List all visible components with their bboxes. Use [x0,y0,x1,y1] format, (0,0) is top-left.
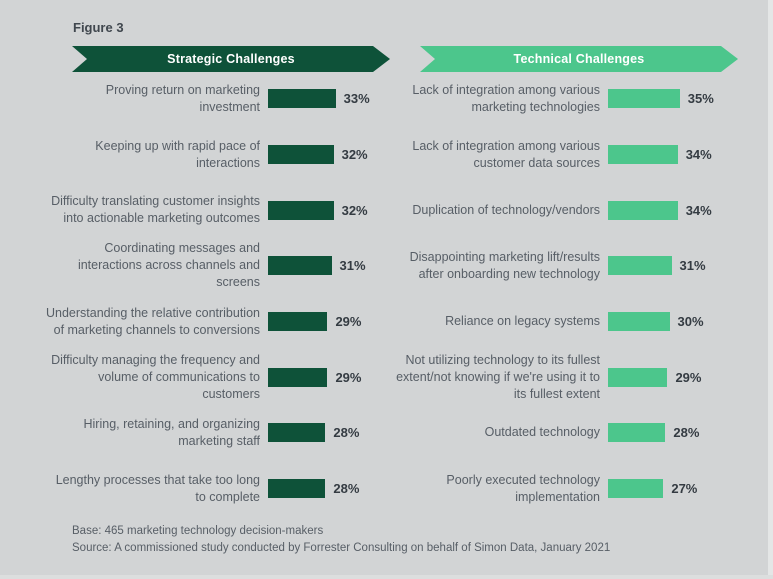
challenge-value: 30% [677,314,704,330]
challenge-label: Proving return on marketing investment [105,82,260,114]
technical-banner-title: Technical Challenges [513,52,645,66]
challenge-label: Poorly executed technology implementatio… [446,472,600,504]
challenge-label: Reliance on legacy systems [445,314,600,329]
challenge-label: Lengthy processes that take too long to … [55,472,260,504]
challenge-value: 31% [679,258,706,274]
technical-challenges-banner: Technical Challenges [420,46,738,72]
challenge-value: 31% [339,258,366,274]
bar-row: Difficulty translating customer insights… [44,182,389,238]
strategic-column: Proving return on marketing investment 33… [44,71,389,517]
challenge-label: Hiring, retaining, and organizing market… [83,416,261,448]
challenge-bar [268,423,326,443]
strategic-banner-title: Strategic Challenges [167,52,295,66]
challenge-bar [608,89,680,109]
challenge-bar [608,367,668,387]
bar-row: Lengthy processes that take too long to … [44,461,389,517]
challenge-bar [608,200,678,220]
challenge-value: 35% [687,91,714,107]
bar-row: Outdated technology 28% [384,405,729,461]
bar-row: Lack of integration among various market… [384,71,729,127]
challenge-label: Disappointing marketing lift/results aft… [409,249,600,281]
page-edge-bottom [0,575,773,579]
challenge-label: Lack of integration among various market… [412,82,600,114]
challenge-value: 29% [335,369,362,385]
challenge-label: Understanding the relative contribution … [45,305,260,337]
bar-row: Poorly executed technology implementatio… [384,461,729,517]
technical-column: Lack of integration among various market… [384,71,729,517]
challenge-bar [268,367,328,387]
bar-row: Hiring, retaining, and organizing market… [44,405,389,461]
bar-row: Duplication of technology/vendors 34% [384,182,729,238]
challenge-label: Coordinating messages and interactions a… [77,241,260,290]
challenge-value: 34% [685,147,712,163]
bar-row: Proving return on marketing investment 33… [44,71,389,127]
source-note: Source: A commissioned study conducted b… [72,542,611,554]
bar-row: Understanding the relative contribution … [44,294,389,350]
bar-row: Lack of integration among various custom… [384,127,729,183]
challenge-label: Not utilizing technology to its fullest … [396,352,600,401]
challenge-value: 28% [333,425,360,441]
challenge-bar [608,423,666,443]
footnote: Base: 465 marketing technology decision-… [72,523,610,557]
page-edge-right [768,0,773,579]
challenge-value: 29% [335,314,362,330]
challenge-value: 32% [341,202,368,218]
challenge-label: Duplication of technology/vendors [412,202,600,217]
bar-row: Not utilizing technology to its fullest … [384,349,729,405]
bar-row: Difficulty managing the frequency and vo… [44,349,389,405]
bar-row: Coordinating messages and interactions a… [44,238,389,294]
challenge-bar [608,479,664,499]
challenge-bar [268,312,328,332]
challenge-value: 28% [673,425,700,441]
challenge-label: Outdated technology [484,425,600,440]
challenge-value: 32% [341,147,368,163]
challenge-bar [268,145,334,165]
challenge-bar [268,200,334,220]
challenge-value: 29% [675,369,702,385]
figure-label: Figure 3 [73,20,124,35]
challenge-value: 28% [333,481,360,497]
challenge-bar [608,256,672,276]
challenge-value: 27% [671,481,698,497]
challenge-label: Difficulty translating customer insights… [51,194,260,226]
challenge-label: Difficulty managing the frequency and vo… [51,352,260,401]
challenge-value: 34% [685,202,712,218]
challenge-bar [608,312,670,332]
bar-row: Reliance on legacy systems 30% [384,294,729,350]
challenge-label: Keeping up with rapid pace of interactio… [95,138,260,170]
challenge-bar [268,256,332,276]
base-note: Base: 465 marketing technology decision-… [72,525,324,537]
strategic-challenges-banner: Strategic Challenges [72,46,390,72]
bar-row: Disappointing marketing lift/results aft… [384,238,729,294]
challenge-value: 33% [343,91,370,107]
bar-row: Keeping up with rapid pace of interactio… [44,127,389,183]
challenge-bar [608,145,678,165]
challenge-bar [268,89,336,109]
challenge-bar [268,479,326,499]
challenge-label: Lack of integration among various custom… [412,138,600,170]
